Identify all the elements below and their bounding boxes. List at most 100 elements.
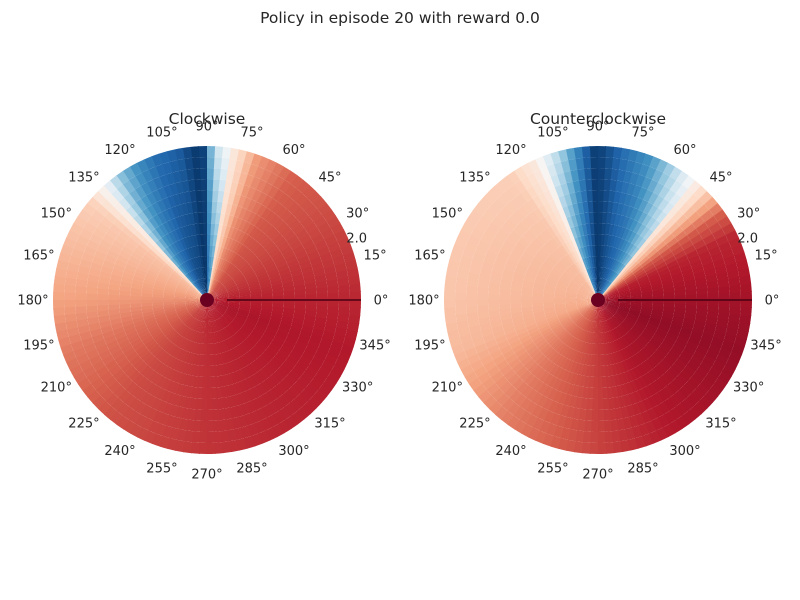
heatmap-cell [161, 197, 172, 210]
heatmap-cell [457, 262, 471, 274]
heatmap-cell [529, 241, 541, 252]
heatmap-cell [272, 295, 284, 300]
heatmap-cell [174, 347, 183, 360]
heatmap-cell [223, 180, 233, 193]
heatmap-cell [601, 310, 607, 321]
heatmap-cell [195, 256, 201, 269]
heatmap-cell [330, 222, 345, 236]
heatmap-cell [180, 203, 189, 216]
heatmap-cell [214, 307, 224, 316]
heatmap-cell [217, 179, 226, 192]
heatmap-cell [577, 317, 586, 327]
heatmap-cell [151, 329, 163, 340]
heatmap-cell [208, 321, 211, 333]
heatmap-cell [576, 295, 588, 299]
heatmap-cell [111, 240, 124, 252]
heatmap-cell [160, 250, 171, 262]
heatmap-cell [168, 231, 178, 244]
heatmap-cell [544, 283, 557, 289]
heatmap-cell [226, 337, 235, 350]
heatmap-cell [504, 201, 518, 216]
heatmap-cell [514, 394, 528, 408]
heatmap-cell [521, 202, 534, 215]
heatmap-cell [144, 368, 156, 381]
heatmap-cell [584, 308, 592, 318]
heatmap-cell [607, 289, 619, 296]
heatmap-cell [201, 310, 205, 322]
heatmap-cell [608, 271, 616, 282]
heatmap-cell [520, 397, 533, 412]
heatmap-cell [560, 257, 571, 268]
heatmap-cell [258, 368, 270, 381]
heatmap-cell [212, 281, 220, 292]
heatmap-cell [660, 358, 673, 371]
heatmap-cell [153, 283, 166, 289]
heatmap-cell [707, 299, 719, 307]
heatmap-cell [215, 269, 222, 281]
heatmap-cell [231, 240, 240, 253]
heatmap-cell [477, 300, 489, 308]
heatmap-cell [237, 309, 249, 316]
heatmap-cell [679, 368, 693, 381]
heatmap-cell [123, 347, 137, 359]
heatmap-cell [288, 368, 302, 381]
heatmap-cell [488, 305, 500, 313]
heatmap-cell [120, 312, 132, 319]
heatmap-cell [157, 336, 169, 347]
heatmap-cell [313, 389, 328, 404]
heatmap-cell [602, 309, 609, 321]
heatmap-cell [169, 274, 181, 283]
heatmap-cell [227, 287, 239, 294]
heatmap-cell [167, 438, 179, 451]
heatmap-cell [483, 360, 497, 373]
heatmap-cell [574, 351, 582, 363]
heatmap-cell [574, 275, 584, 285]
heatmap-cell [493, 330, 506, 341]
heatmap-cell [266, 413, 280, 428]
heatmap-cell [166, 380, 177, 393]
heatmap-cell [227, 305, 239, 311]
heatmap-cell [585, 308, 593, 319]
heatmap-cell [227, 307, 238, 314]
heatmap-cell [155, 315, 167, 323]
heatmap-cell [628, 392, 639, 405]
heatmap-cell [548, 336, 560, 347]
heatmap-cell [183, 157, 194, 170]
heatmap-cell [620, 323, 630, 333]
heatmap-cell [499, 289, 511, 297]
heatmap-cell [739, 274, 752, 286]
heatmap-cell [188, 213, 195, 225]
heatmap-cell [554, 303, 566, 308]
heatmap-cell [215, 305, 226, 313]
heatmap-cell [466, 306, 478, 315]
heatmap-cell [245, 351, 256, 363]
heatmap-cell [543, 300, 555, 304]
heatmap-cell [280, 225, 293, 238]
heatmap-cell [128, 218, 141, 231]
heatmap-cell [473, 222, 488, 235]
heatmap-cell [608, 294, 620, 298]
heatmap-cell [152, 300, 164, 304]
heatmap-cell [75, 300, 87, 308]
heatmap-cell [223, 374, 231, 387]
heatmap-cell [106, 250, 119, 261]
heatmap-cell [543, 297, 555, 301]
heatmap-cell [155, 277, 167, 285]
heatmap-cell [195, 280, 203, 291]
heatmap-cell [168, 331, 178, 342]
heatmap-cell [497, 250, 510, 261]
heatmap-cell [209, 278, 214, 290]
heatmap-cell [597, 179, 605, 191]
heatmap-cell [528, 211, 540, 224]
heatmap-cell [349, 298, 362, 309]
heatmap-cell [95, 383, 110, 397]
heatmap-cell [557, 329, 568, 340]
heatmap-cell [630, 290, 642, 295]
heatmap-cell [604, 245, 610, 257]
heatmap-cell [190, 442, 201, 454]
heatmap-cell [108, 300, 120, 306]
heatmap-cell [581, 223, 588, 236]
heatmap-cell [600, 234, 605, 246]
heatmap-cell [603, 157, 613, 169]
